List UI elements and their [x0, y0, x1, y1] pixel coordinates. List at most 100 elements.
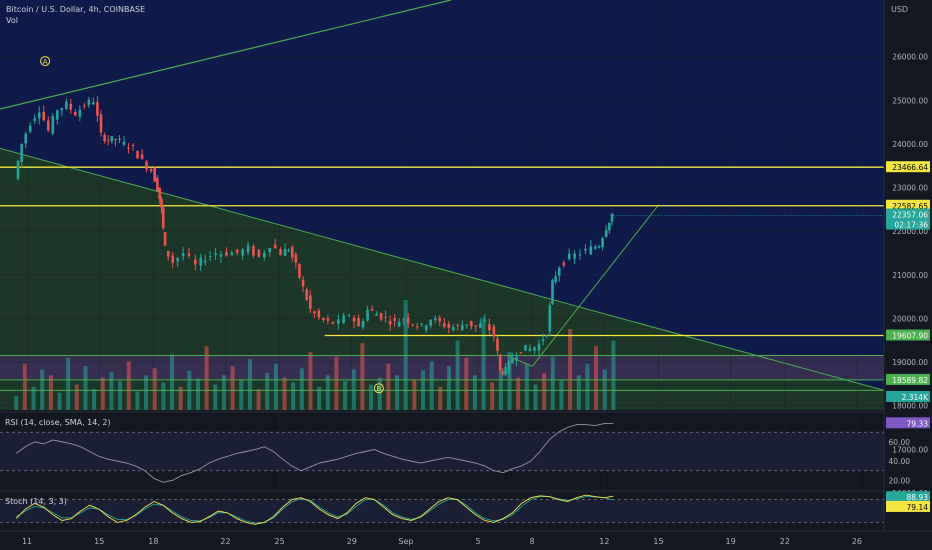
countdown-badge-text: 02:17:36 — [894, 221, 928, 230]
time-tick-label-6: Sep — [398, 537, 413, 546]
level-badge-2-text: 19607.90 — [892, 332, 928, 341]
volume-bar — [481, 317, 486, 410]
candle-body — [181, 252, 185, 257]
candle-body — [83, 105, 86, 107]
stoch-k-badge-bg — [886, 491, 930, 503]
volume-bar — [239, 379, 244, 410]
candle — [287, 248, 290, 253]
candle — [610, 213, 614, 226]
candle-body — [16, 160, 20, 179]
candle-body — [203, 260, 207, 263]
countdown-badge-bg — [886, 218, 930, 230]
candle-body — [301, 279, 305, 287]
candle — [442, 317, 446, 329]
candle — [433, 315, 437, 324]
candle-body — [433, 318, 437, 320]
candle — [492, 323, 496, 342]
candle-body — [424, 325, 428, 331]
candle-body — [456, 324, 460, 326]
candle-body — [545, 335, 548, 337]
candle — [573, 249, 576, 264]
rsi-badge-text: 79.33 — [907, 419, 929, 428]
level-badge-2: 19607.90 — [886, 329, 930, 341]
indicator-panes — [0, 411, 932, 525]
time-axis-bg — [0, 531, 932, 550]
volume-bar — [109, 371, 114, 410]
candle-body — [46, 120, 50, 131]
candle — [294, 251, 298, 269]
volume-bar — [507, 352, 512, 410]
candle — [406, 313, 410, 329]
volume-bar — [395, 375, 400, 410]
candle — [498, 353, 502, 373]
candle-body — [370, 309, 374, 311]
volume-bar — [144, 375, 149, 410]
countdown-badge: 02:17:36 — [886, 218, 930, 230]
stoch-k-badge: 88.93 — [886, 491, 930, 503]
lower-trendline — [0, 147, 885, 391]
volume-bar — [472, 375, 477, 410]
candle-body — [33, 118, 37, 121]
volume-bar — [594, 346, 599, 410]
pattern-point-a: A — [40, 56, 51, 67]
stoch-d-badge-bg — [886, 500, 930, 512]
rsi-badge: 79.33 — [886, 417, 930, 429]
candle-body — [608, 222, 611, 231]
price-tick-label-2: 24000.00 — [892, 140, 928, 149]
price-tick-label-4: 22000.00 — [892, 227, 928, 236]
candle-body — [342, 315, 345, 324]
candle-body — [20, 143, 23, 162]
candle — [106, 135, 110, 146]
candle — [447, 321, 451, 334]
candle — [608, 222, 611, 235]
candle-body — [541, 339, 545, 342]
candle — [16, 160, 20, 181]
candle-body — [273, 244, 277, 249]
time-tick-label-12: 22 — [780, 537, 790, 546]
volume-bar — [455, 340, 460, 410]
candle — [171, 252, 175, 269]
volume-bar — [170, 354, 175, 410]
candle — [456, 323, 460, 331]
volume-bar — [247, 359, 252, 410]
candle-body — [451, 327, 455, 331]
candle-body — [411, 324, 414, 326]
candle-body — [230, 252, 234, 256]
candle — [33, 114, 37, 124]
candle — [305, 287, 308, 301]
candle-body — [375, 314, 378, 316]
candle-body — [470, 321, 473, 327]
drawing-lines[interactable]: AB — [0, 0, 885, 394]
time-tick-label-9: 12 — [599, 537, 609, 546]
level-badge-1-text: 22582.65 — [892, 202, 928, 211]
candle — [127, 143, 130, 154]
candle-body — [140, 154, 144, 159]
volume-bar — [48, 375, 53, 410]
candle-body — [298, 263, 301, 278]
chart-labels: Bitcoin / U.S. Dollar, 4h, COINBASE Vol … — [5, 5, 908, 506]
candle — [28, 122, 32, 134]
price-tick-label-6: 20000.00 — [892, 314, 928, 323]
candle — [246, 241, 250, 255]
candle-body — [78, 109, 82, 117]
time-tick-label-5: 29 — [347, 537, 357, 546]
volume-bar — [498, 368, 503, 410]
candle-body — [268, 247, 272, 253]
candle-body — [573, 253, 576, 259]
candle-body — [488, 324, 491, 331]
candle-body — [99, 114, 103, 133]
candle-body — [96, 102, 99, 116]
candle-body — [65, 101, 68, 109]
candle-body — [118, 138, 121, 140]
pattern-point-b-circle — [373, 383, 384, 394]
candle — [55, 109, 59, 125]
candle-body — [290, 246, 294, 258]
candle — [110, 135, 114, 144]
candle-body — [347, 315, 351, 317]
candle — [384, 310, 387, 323]
candle — [290, 245, 294, 262]
candle — [92, 97, 95, 106]
volume-bar — [118, 381, 123, 410]
volume-bar — [386, 363, 391, 410]
